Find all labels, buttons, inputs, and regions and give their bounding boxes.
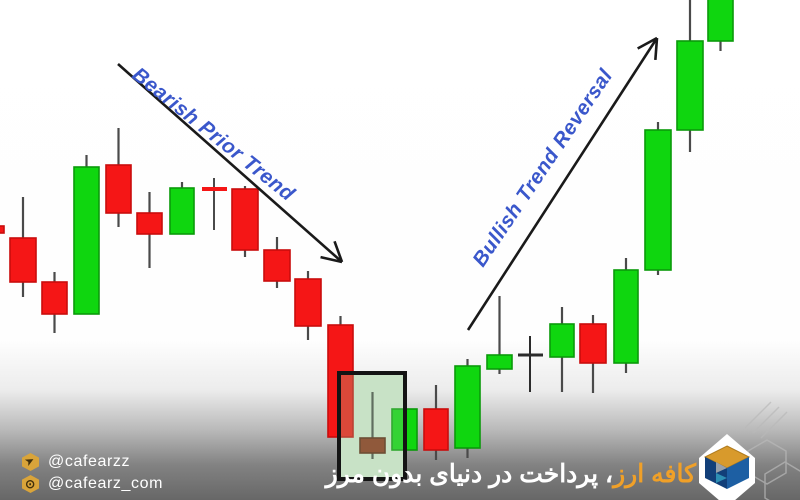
telegram-icon: ➤ [22, 453, 39, 471]
bullish-trend-arrowhead [637, 36, 658, 50]
slogan-brand: کافه ارز [613, 459, 696, 488]
handle-telegram-label: @cafearzz [48, 453, 131, 470]
handle-instagram-label: @cafearz_com [48, 475, 164, 492]
candle-body-red [231, 188, 259, 251]
logo-cube-icon [703, 445, 751, 489]
candle-body-red [263, 249, 291, 282]
bullish-trend-label: Bullish Trend Reversal [468, 64, 618, 271]
candle-body-dark_red [359, 437, 386, 454]
candle-body-red [579, 323, 607, 364]
candle-body-red [294, 278, 322, 327]
candle-body-green [486, 354, 513, 370]
candle-body-green [613, 269, 639, 364]
cafearz-logo [699, 401, 800, 500]
candle-body-green [169, 187, 195, 235]
slogan-rest: ، پرداخت در دنیای بدون مرز [325, 459, 614, 488]
circuit-pattern [744, 401, 800, 500]
candle-body-green [549, 323, 575, 358]
bullish-trend-arrowhead [654, 37, 659, 61]
bearish-trend-arrowhead [320, 255, 343, 264]
candle-body-red [105, 164, 132, 214]
candle-body-green [644, 129, 672, 271]
candle-body-red [423, 408, 449, 451]
bullish-trend-line [466, 37, 659, 331]
handle-instagram: ⊙ @cafearz_com [22, 475, 163, 493]
pattern-highlight-border [337, 371, 407, 481]
candle-body-red [0, 225, 5, 234]
candle-body-green [454, 365, 481, 449]
instagram-icon: ⊙ [22, 475, 39, 493]
candle-body-green [707, 0, 734, 42]
candle-body-red [41, 281, 68, 315]
bearish-trend-arrowhead [333, 240, 344, 263]
pattern-highlight-tint [339, 373, 405, 479]
slogan: کافه ارز، پرداخت در دنیای بدون مرز [326, 458, 696, 491]
candle-body-green [676, 40, 704, 131]
bearish-trend-line [117, 63, 343, 263]
handle-telegram: ➤ @cafearzz [22, 453, 163, 471]
candle-body-red [9, 237, 37, 283]
candle-body-green [73, 166, 100, 315]
social-handles: ➤ @cafearzz ⊙ @cafearz_com [22, 453, 163, 493]
candle-body-red [136, 212, 163, 235]
